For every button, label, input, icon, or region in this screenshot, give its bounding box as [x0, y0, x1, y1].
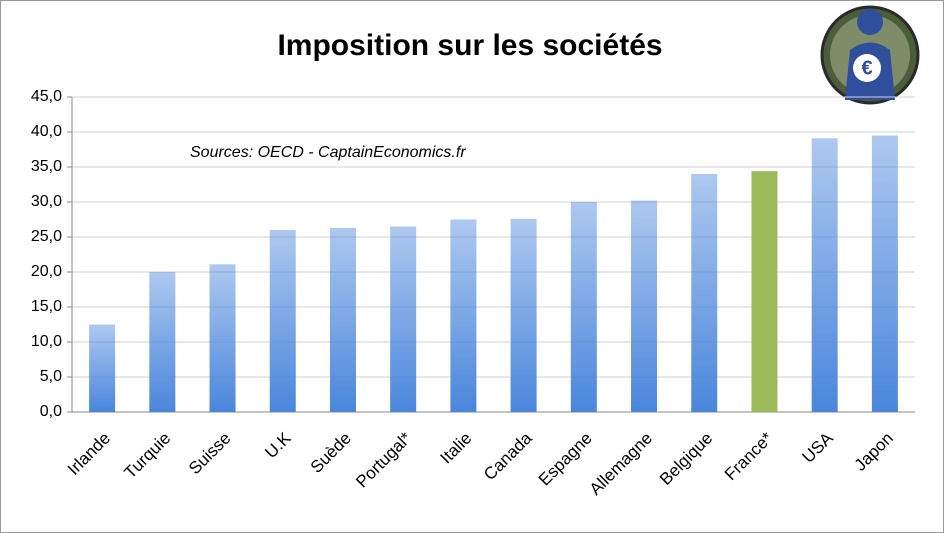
y-tick-label: 15,0: [31, 298, 62, 315]
bar: [510, 218, 537, 412]
bar: [570, 202, 597, 412]
y-tick-label: 10,0: [31, 333, 62, 350]
bar: [631, 200, 658, 412]
chart-title: Imposition sur les sociétés: [277, 29, 662, 62]
svg-text:€: €: [861, 57, 872, 79]
bar: [89, 324, 116, 412]
bar: [149, 272, 176, 412]
bar: [329, 227, 356, 412]
bar: [871, 135, 898, 412]
annotation: Sources: OECD - CaptainEconomics.fr: [190, 144, 466, 161]
bar: [691, 174, 718, 412]
bar: [751, 171, 778, 412]
y-tick-label: 45,0: [31, 88, 62, 105]
y-tick-label: 30,0: [31, 193, 62, 210]
y-tick-label: 5,0: [40, 368, 62, 385]
y-tick-label: 20,0: [31, 263, 62, 280]
bar: [811, 138, 838, 413]
y-tick-label: 40,0: [31, 123, 62, 140]
y-tick-label: 35,0: [31, 158, 62, 175]
y-tick-label: 25,0: [31, 228, 62, 245]
bar: [269, 230, 296, 412]
bar: [390, 226, 417, 412]
logo: €: [820, 5, 920, 105]
bar: [209, 264, 236, 412]
bar: [450, 219, 477, 412]
y-tick-label: 0,0: [40, 403, 62, 420]
